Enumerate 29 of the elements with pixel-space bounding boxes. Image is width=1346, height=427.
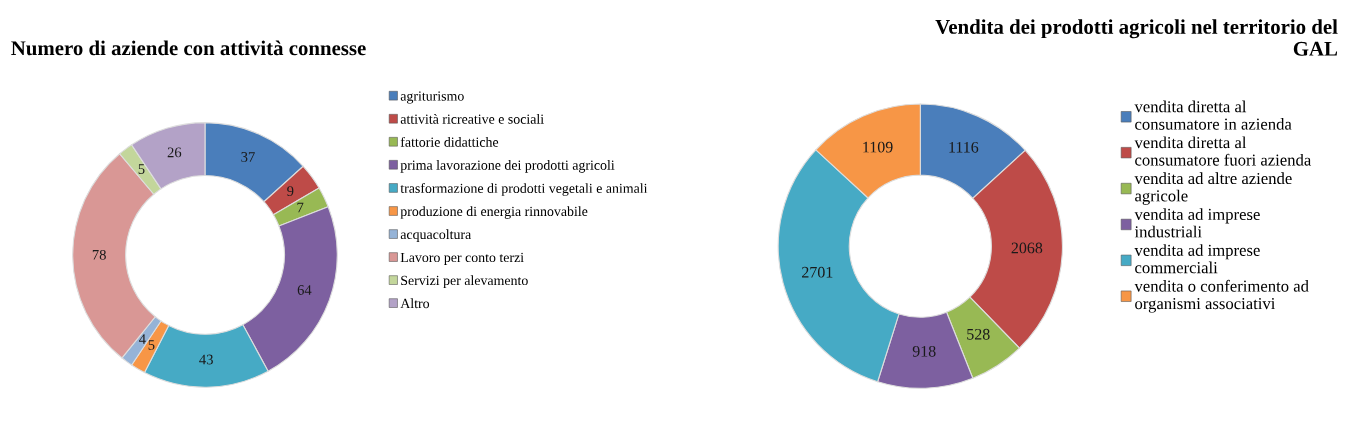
data-label: 1109 xyxy=(863,141,893,153)
data-label: 43 xyxy=(199,354,213,365)
data-label: 2068 xyxy=(1011,242,1043,254)
data-label: 64 xyxy=(297,285,312,295)
legend-label: acquacoltura xyxy=(400,229,472,242)
legend-label: vendita o conferimento ad organismi associativi xyxy=(1134,279,1309,313)
data-label: 9 xyxy=(287,186,294,196)
data-label: 1116 xyxy=(949,141,979,153)
legend-label: fattorie didattiche xyxy=(400,136,499,147)
legend-label: attività ricreative e sociali xyxy=(400,113,544,124)
chart-title: Numero di aziende con attività connesse xyxy=(11,40,366,56)
legend-label: prima lavorazione dei prodotti agricoli xyxy=(400,160,615,173)
data-label: 5 xyxy=(138,164,145,174)
data-label: 918 xyxy=(912,345,936,357)
legend-label: produzione di energia rinnovabile xyxy=(400,206,588,219)
legend-label: agriturismo xyxy=(400,91,464,104)
legend-label: Altro xyxy=(400,298,430,309)
data-label: 37 xyxy=(241,152,255,162)
data-label: 26 xyxy=(167,147,182,158)
data-label: 528 xyxy=(967,328,990,340)
data-label: 5 xyxy=(148,340,155,350)
data-label: 78 xyxy=(92,249,106,260)
legend-label: Servizi per alevamento xyxy=(401,275,528,288)
legend-label: trasformazione di prodotti vegetali e animali xyxy=(400,183,648,196)
data-label: 2701 xyxy=(802,266,833,278)
data-label: 4 xyxy=(139,334,146,344)
chart-title: Vendita dei prodotti agricoli nel territorio del GAL xyxy=(935,19,1338,56)
legend-label: Lavoro per conto terzi xyxy=(400,252,524,265)
data-label: 7 xyxy=(297,202,304,213)
